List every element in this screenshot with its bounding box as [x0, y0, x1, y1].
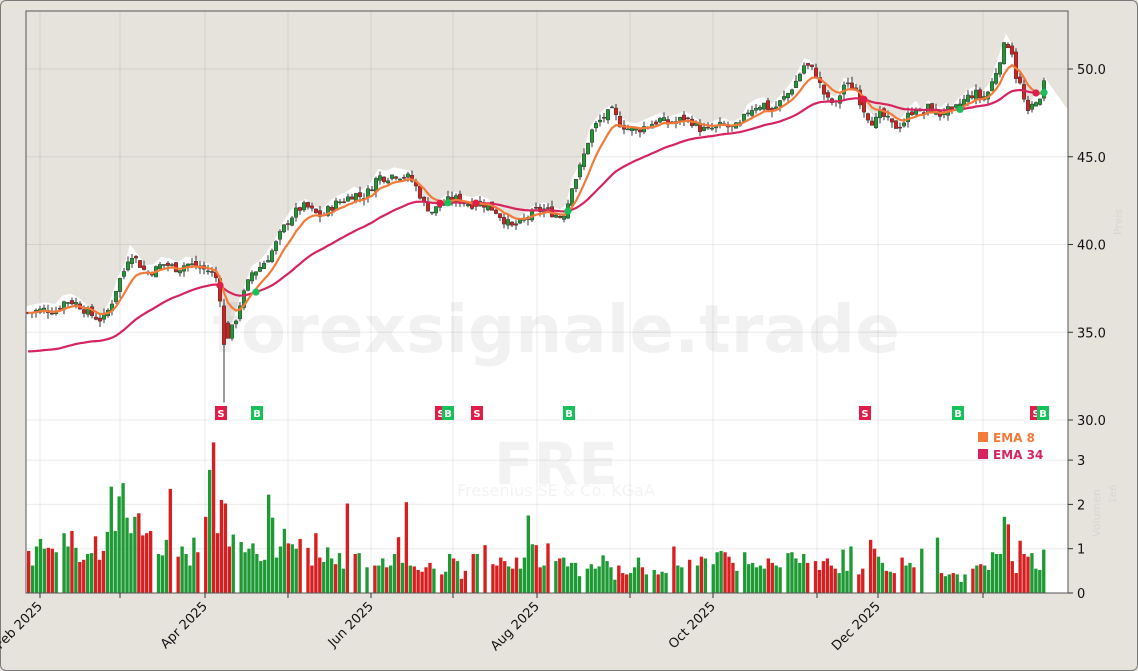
x-axis: Feb 2025 Apr 2025 Jun 2025 Aug 2025 Oct 2025…	[0, 593, 984, 654]
svg-text:S: S	[217, 409, 224, 420]
volume-axis-label: Volumen	[1090, 489, 1103, 537]
svg-text:45.0: 45.0	[1077, 151, 1106, 166]
legend: EMA 8 EMA 34	[978, 431, 1043, 462]
legend-swatch-ema8	[978, 432, 988, 442]
svg-text:B: B	[444, 409, 452, 420]
legend-swatch-ema34	[978, 449, 988, 459]
y-axis: 30.0 35.0 40.0 45.0 50.0 0 1 2 3	[1068, 63, 1106, 602]
svg-text:Jun 2025: Jun 2025	[325, 599, 377, 651]
svg-text:Oct 2025: Oct 2025	[666, 599, 719, 652]
svg-text:S: S	[437, 409, 444, 420]
svg-text:0: 0	[1077, 587, 1085, 602]
svg-text:S: S	[1032, 409, 1039, 420]
price-axis-label: Preis	[1112, 209, 1125, 236]
svg-text:Dec 2025: Dec 2025	[829, 599, 884, 654]
svg-text:B: B	[1039, 409, 1047, 420]
svg-text:3: 3	[1077, 454, 1085, 469]
legend-label-ema34: EMA 34	[993, 448, 1043, 462]
svg-text:2: 2	[1077, 498, 1085, 513]
legend-label-ema8: EMA 8	[993, 431, 1035, 445]
svg-text:35.0: 35.0	[1077, 326, 1106, 341]
svg-text:30.0: 30.0	[1077, 414, 1106, 429]
below-price-fill	[26, 33, 1068, 593]
svg-text:1: 1	[1077, 543, 1085, 558]
svg-text:Apr 2025: Apr 2025	[158, 599, 211, 652]
ema34-line	[27, 88, 1045, 353]
svg-text:Feb 2025: Feb 2025	[0, 599, 46, 652]
svg-text:50.0: 50.0	[1077, 63, 1106, 78]
watermark-text: forexsignale.trade	[212, 291, 900, 368]
svg-text:Aug 2025: Aug 2025	[488, 599, 543, 654]
ticker-watermark: FRE	[494, 430, 618, 498]
volume-scale-label: 1e6	[1108, 485, 1119, 504]
svg-text:B: B	[565, 409, 573, 420]
axes-border	[25, 10, 1069, 594]
svg-text:S: S	[861, 409, 868, 420]
volume-bars	[27, 442, 1046, 593]
svg-text:B: B	[253, 409, 261, 420]
ema8-line	[27, 63, 1045, 316]
svg-text:S: S	[473, 409, 480, 420]
svg-text:40.0: 40.0	[1077, 239, 1106, 254]
company-watermark: Fresenius SE & Co. KGaA	[457, 481, 655, 500]
grid-lines	[26, 11, 1068, 594]
svg-text:B: B	[954, 409, 962, 420]
